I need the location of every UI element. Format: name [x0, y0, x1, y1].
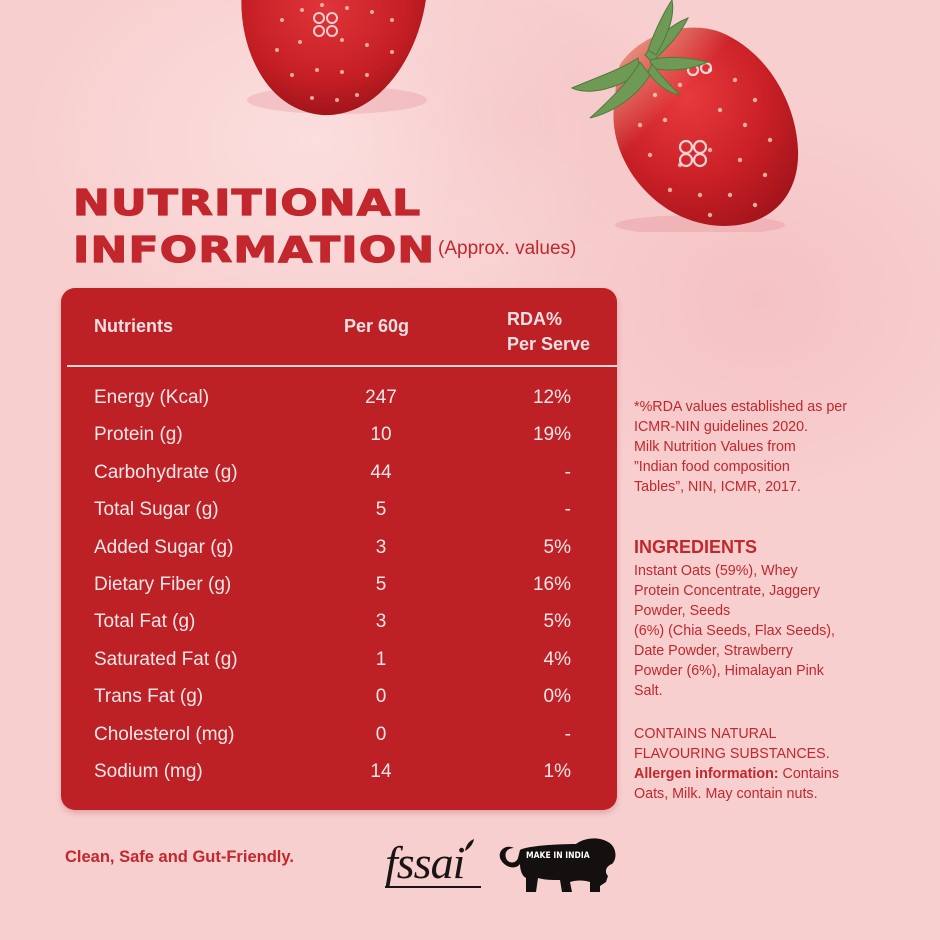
cell-rda: 19% [532, 424, 571, 446]
ingredients-line: Powder, Seeds [634, 603, 731, 619]
cell-per-60g: 247 [365, 387, 397, 408]
note-line: Tables”, NIN, ICMR, 2017. [634, 479, 801, 495]
header-nutrients: Nutrients [94, 316, 174, 336]
cell-per-60g: 0 [375, 686, 387, 708]
table-row: Total Fat (g) 3 5% [61, 604, 617, 641]
strawberry-image-left [241, 0, 427, 116]
cell-nutrient: Protein (g) [94, 424, 183, 446]
note-line: ”Indian food composition [634, 459, 790, 475]
cell-rda: 0% [543, 686, 571, 708]
cell-per-60g: 1 [375, 648, 387, 670]
ingredients-line: Date Powder, Strawberry [634, 643, 793, 659]
contains-and-allergen-info: CONTAINS NATURAL FLAVOURING SUBSTANCES. … [634, 724, 894, 804]
header-divider [67, 365, 617, 367]
cell-rda: 12% [532, 387, 571, 408]
make-in-india-text: MAKE IN INDIA [526, 851, 590, 861]
cell-nutrient: Trans Fat (g) [94, 686, 204, 708]
allergen-line-2: Oats, Milk. May contain nuts. [634, 786, 818, 802]
title-line-1: NUTRITIONAL [72, 182, 422, 224]
cell-per-60g: 0 [375, 723, 387, 745]
cell-nutrient: Added Sugar (g) [94, 536, 234, 558]
ingredients-list: Instant Oats (59%), Whey Protein Concent… [634, 561, 874, 701]
table-row: Carbohydrate (g) 44 - [61, 455, 617, 492]
title-line-2: INFORMATION [72, 229, 436, 271]
allergen-line: Allergen information: Contains [634, 764, 894, 784]
cell-nutrient: Carbohydrate (g) [94, 461, 238, 483]
header-rda-line2: Per Serve [507, 334, 591, 354]
cell-rda: 5% [543, 536, 571, 558]
cell-nutrient: Cholesterol (mg) [94, 723, 235, 745]
ingredients-line: Protein Concentrate, Jaggery [634, 583, 820, 599]
cell-per-60g: 5 [375, 499, 387, 521]
strawberry-image-right [570, 0, 799, 232]
table-row: Total Sugar (g) 5 - [61, 492, 617, 529]
page-title: NUTRITIONAL INFORMATION [72, 180, 436, 274]
table-row: Added Sugar (g) 3 5% [61, 530, 617, 567]
cell-rda: 1% [543, 760, 571, 782]
nutrition-table: Nutrients Per 60g RDA% Per Serve Energy … [61, 288, 617, 810]
cell-nutrient: Saturated Fat (g) [94, 648, 238, 670]
table-row: Cholesterol (mg) 0 - [61, 717, 617, 754]
table-row: Protein (g) 10 19% [61, 417, 617, 454]
cell-nutrient: Sodium (mg) [94, 760, 203, 782]
ingredients-line: Instant Oats (59%), Whey [634, 563, 798, 579]
allergen-label: Allergen information: [634, 766, 779, 782]
note-line: ICMR-NIN guidelines 2020. [634, 419, 809, 435]
cell-per-60g: 10 [370, 424, 392, 446]
ingredients-line: Powder (6%), Himalayan Pink [634, 663, 824, 679]
table-header: Nutrients Per 60g RDA% Per Serve [61, 288, 617, 365]
header-rda: RDA% Per Serve [507, 307, 607, 357]
table-row: Dietary Fiber (g) 5 16% [61, 567, 617, 604]
note-line: *%RDA values established as per [634, 399, 847, 415]
allergen-text: Contains [778, 766, 839, 782]
ingredients-line: (6%) (Chia Seeds, Flax Seeds), [634, 623, 836, 639]
rda-footnote: *%RDA values established as per ICMR-NIN… [634, 397, 894, 497]
table-row: Saturated Fat (g) 1 4% [61, 642, 617, 679]
table-row: Sodium (mg) 14 1% [61, 754, 617, 791]
ingredients-line: Salt. [634, 683, 663, 699]
ingredients-heading: INGREDIENTS [634, 537, 758, 557]
cell-rda: 16% [532, 573, 571, 595]
make-in-india-logo: MAKE IN INDIA [496, 836, 620, 894]
leaf-icon [465, 839, 474, 851]
cell-nutrient: Dietary Fiber (g) [94, 573, 232, 595]
table-row: Trans Fat (g) 0 0% [61, 679, 617, 716]
cell-per-60g: 3 [375, 611, 387, 633]
cell-rda: 5% [543, 611, 571, 633]
header-per-60g: Per 60g [344, 316, 410, 336]
cell-per-60g: 3 [375, 536, 387, 558]
cell-rda: 4% [543, 648, 571, 670]
table-body: Energy (Kcal) 247 12% Protein (g) 10 19%… [61, 380, 617, 791]
fssai-logo: fssai [383, 836, 483, 894]
cell-nutrient: Total Sugar (g) [94, 499, 219, 521]
cell-nutrient: Energy (Kcal) [94, 387, 210, 408]
cell-per-60g: 14 [370, 760, 392, 782]
header-rda-line1: RDA% [507, 309, 563, 329]
table-row: Energy (Kcal) 247 12% [61, 380, 617, 417]
cell-rda: - [564, 723, 571, 745]
fssai-logo-text: fssai [385, 837, 465, 888]
cell-nutrient: Total Fat (g) [94, 611, 196, 633]
approx-values-note: (Approx. values) [438, 238, 577, 259]
cell-rda: - [564, 499, 571, 521]
cell-per-60g: 5 [375, 573, 387, 595]
cell-per-60g: 44 [370, 461, 392, 483]
contains-line-1: CONTAINS NATURAL [634, 726, 777, 742]
tagline: Clean, Safe and Gut-Friendly. [65, 848, 294, 866]
lion-icon [499, 838, 616, 892]
cell-rda: - [564, 461, 571, 483]
contains-line-2: FLAVOURING SUBSTANCES. [634, 746, 830, 762]
fssai-underline [385, 886, 481, 888]
note-line: Milk Nutrition Values from [634, 439, 796, 455]
